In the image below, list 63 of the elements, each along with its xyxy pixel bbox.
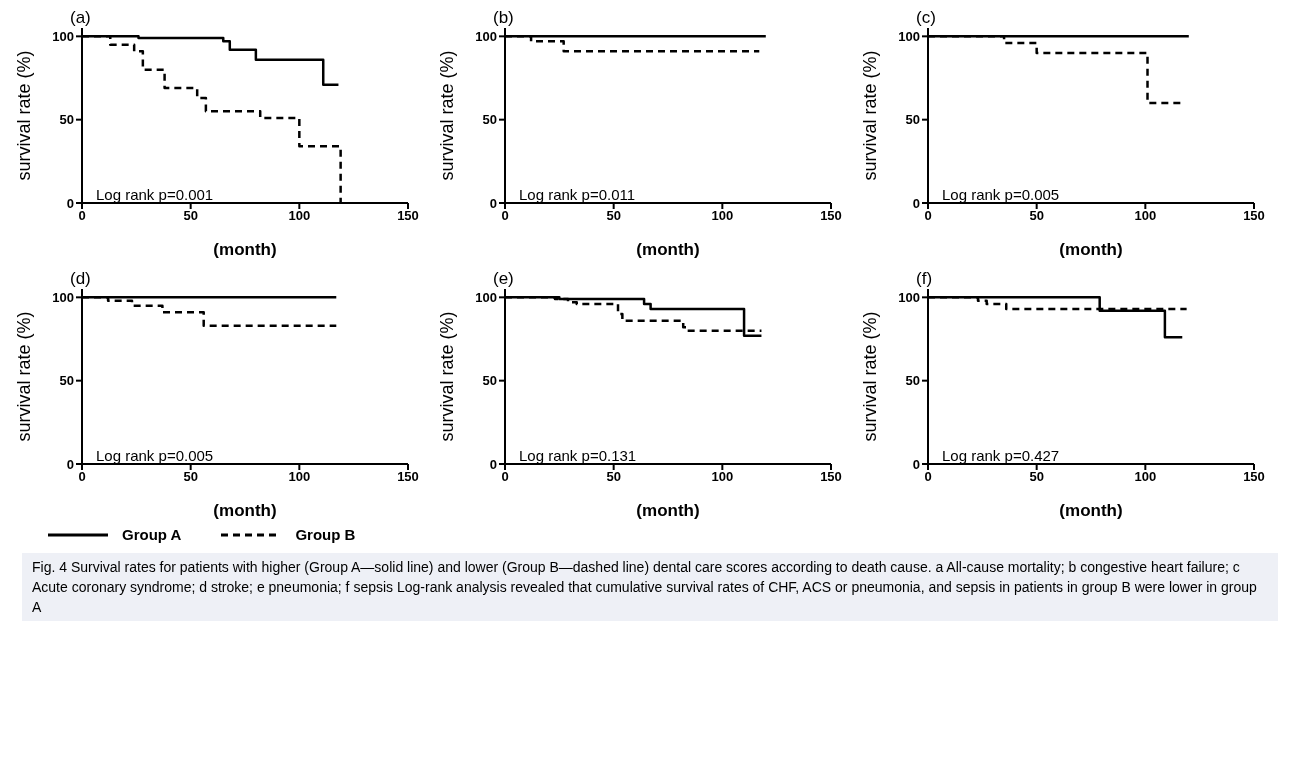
x-tick-label: 100 [288,469,311,485]
x-tick-label: 150 [1243,469,1265,485]
chart-title: (e) [493,269,514,289]
y-tick-label: 100 [898,28,920,44]
x-tick-label: 150 [397,208,419,224]
x-tick-label: 0 [501,469,509,485]
legend-label: Group A [122,526,182,543]
x-tick-label: 150 [397,469,419,485]
caption: Fig. 4 Survival rates for patients with higher (Group A—solid line) and lower (Group B—dashed line) dental care scores according to death cause. a All-cause mortality; b congestive heart failure; c Acute coronary syndrome; d stroke; e pneumonia; f sepsis Log-rank analysis revealed that cumulative survival rates of CHF, ACS or pneumonia, and sepsis in patients in group B were lower in group A [22,553,1278,621]
y-tick-label: 0 [66,456,74,472]
y-tick-label: 0 [912,195,920,211]
x-axis-title: (month) [636,240,700,259]
y-tick-label: 100 [475,28,497,44]
x-tick-label: 150 [1243,208,1265,224]
y-axis-title: survival rate (%) [437,311,458,442]
x-tick-label: 100 [288,208,311,224]
x-tick-label: 100 [1134,208,1157,224]
x-tick-label: 50 [1029,208,1044,224]
y-tick-label: 50 [905,112,920,128]
x-tick-label: 50 [606,208,621,224]
y-tick-label: 100 [475,289,497,305]
x-axis-title: (month) [1059,240,1123,259]
y-axis-title: survival rate (%) [860,311,881,442]
x-tick-label: 50 [606,469,621,485]
chart-title: (a) [70,8,91,28]
y-tick-label: 100 [52,289,74,305]
y-axis-title: survival rate (%) [860,50,881,181]
x-tick-label: 50 [183,469,198,485]
y-tick-label: 0 [66,195,74,211]
y-tick-label: 50 [59,373,74,389]
x-tick-label: 100 [711,208,734,224]
y-tick-label: 100 [898,289,920,305]
chart-title: (b) [493,8,514,28]
y-tick-label: 0 [489,195,497,211]
y-tick-label: 50 [905,373,920,389]
legend-label: Group B [295,526,356,543]
chart-title: (f) [916,269,933,289]
x-tick-label: 150 [820,469,842,485]
y-tick-label: 0 [489,456,497,472]
x-tick-label: 0 [78,469,86,485]
x-tick-label: 150 [820,208,842,224]
x-axis-title: (month) [636,501,700,520]
x-axis-title: (month) [1059,501,1123,520]
y-axis-title: survival rate (%) [437,50,458,181]
y-axis-title: survival rate (%) [14,311,35,442]
x-axis-title: (month) [213,240,277,259]
x-tick-label: 100 [711,469,734,485]
y-tick-label: 100 [52,28,74,44]
x-tick-label: 100 [1134,469,1157,485]
chart-title: (d) [70,269,91,289]
y-tick-label: 0 [912,456,920,472]
y-axis-title: survival rate (%) [14,50,35,181]
x-tick-label: 0 [78,208,86,224]
x-tick-label: 0 [924,469,932,485]
x-tick-label: 0 [501,208,509,224]
y-tick-label: 50 [482,112,497,128]
x-tick-label: 0 [924,208,932,224]
y-tick-label: 50 [59,112,74,128]
x-tick-label: 50 [1029,469,1044,485]
x-axis-title: (month) [213,501,277,520]
chart-title: (c) [916,8,936,28]
y-tick-label: 50 [482,373,497,389]
x-tick-label: 50 [183,208,198,224]
